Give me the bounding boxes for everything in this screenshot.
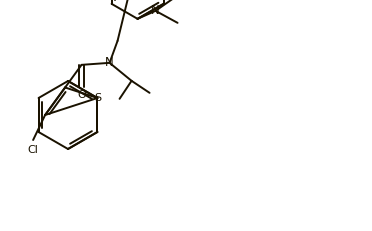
Text: S: S: [94, 93, 101, 103]
Text: Cl: Cl: [28, 145, 39, 155]
Text: N: N: [151, 4, 160, 17]
Text: N: N: [105, 56, 114, 69]
Text: O: O: [77, 90, 86, 100]
